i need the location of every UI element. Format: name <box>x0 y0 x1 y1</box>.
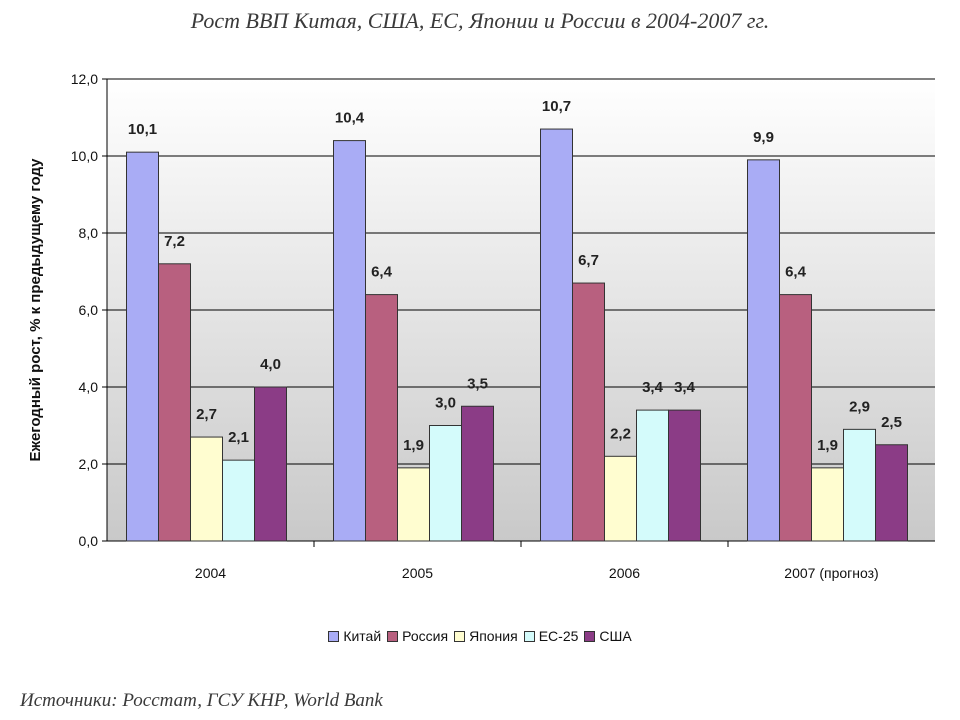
chart-title: Рост ВВП Китая, США, ЕС, Японии и России… <box>190 8 770 33</box>
data-label: 6,7 <box>578 252 599 269</box>
data-label: 2,2 <box>610 425 631 442</box>
bar <box>572 282 605 542</box>
chart-legend: Китай Россия Япония ЕС-25 США <box>0 628 960 644</box>
legend-label: Китай <box>343 628 382 644</box>
source-note: Источники: Росстат, ГСУ КНР, World Bank <box>20 690 383 711</box>
legend-item: Китай <box>328 628 381 644</box>
y-tick-label: 0,0 <box>79 533 99 549</box>
legend-item: Япония <box>454 628 518 644</box>
bar <box>365 294 398 542</box>
legend-swatch <box>584 630 596 642</box>
y-tick-label: 10,0 <box>71 148 98 164</box>
data-label: 6,4 <box>785 264 807 281</box>
data-label: 2,1 <box>228 429 249 446</box>
x-tick-label: 2004 <box>195 565 226 581</box>
legend-label: США <box>599 628 632 644</box>
legend-swatch <box>523 630 535 642</box>
x-tick-label: 2005 <box>402 565 433 581</box>
data-label: 1,9 <box>403 437 424 454</box>
bar <box>254 386 287 542</box>
bar <box>222 459 255 542</box>
bar <box>747 159 780 542</box>
data-label: 2,7 <box>196 406 217 423</box>
bar <box>126 151 159 542</box>
bar <box>875 444 908 542</box>
data-label: 3,4 <box>642 379 664 396</box>
y-tick-label: 4,0 <box>79 379 99 395</box>
y-tick-label: 6,0 <box>79 302 99 318</box>
bar <box>843 428 876 542</box>
data-label: 10,7 <box>542 98 571 115</box>
bar <box>429 425 462 542</box>
legend-swatch <box>454 630 466 642</box>
bar <box>604 455 637 542</box>
data-label: 1,9 <box>817 437 838 454</box>
bar <box>397 467 430 542</box>
y-tick-label: 12,0 <box>71 71 98 87</box>
x-tick-label: 2006 <box>609 565 640 581</box>
legend-label: ЕС-25 <box>538 628 579 644</box>
legend-label: Россия <box>402 628 449 644</box>
legend-item: ЕС-25 <box>523 628 579 644</box>
legend-item: Россия <box>387 628 448 644</box>
bar <box>779 294 812 542</box>
data-label: 4,0 <box>260 356 281 373</box>
data-label: 10,1 <box>128 121 157 138</box>
data-label: 3,5 <box>467 375 488 392</box>
data-label: 2,5 <box>881 414 902 431</box>
x-tick-label: 2007 (прогноз) <box>784 565 878 581</box>
bar <box>668 409 701 542</box>
data-label: 2,9 <box>849 398 870 415</box>
legend-label: Япония <box>469 628 518 644</box>
legend-swatch <box>387 630 399 642</box>
y-axis-label: Ежегодный рост, % к предыдущему году <box>27 158 44 462</box>
data-label: 9,9 <box>753 129 774 146</box>
bar <box>158 263 191 542</box>
data-label: 6,4 <box>371 264 393 281</box>
bar <box>190 436 223 542</box>
bar <box>333 140 366 542</box>
data-label: 10,4 <box>335 110 365 127</box>
bar <box>811 467 844 542</box>
data-label: 7,2 <box>164 233 185 250</box>
bar <box>540 128 573 542</box>
y-tick-label: 8,0 <box>79 225 99 241</box>
bar <box>461 405 494 542</box>
legend-item: США <box>584 628 632 644</box>
data-label: 3,0 <box>435 395 456 412</box>
bar <box>636 409 669 542</box>
y-tick-label: 2,0 <box>79 456 99 472</box>
legend-swatch <box>328 630 340 642</box>
data-label: 3,4 <box>674 379 696 396</box>
